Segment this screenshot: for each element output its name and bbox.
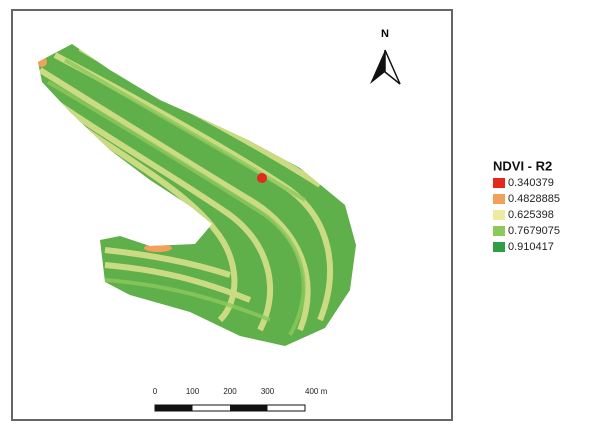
legend-swatch — [493, 226, 505, 236]
legend-label: 0.7679075 — [508, 225, 560, 237]
legend: NDVI - R2 0.340379 0.4828885 0.625398 0.767… — [493, 158, 560, 252]
legend-label: 0.910417 — [508, 241, 554, 253]
legend-swatch — [493, 178, 505, 188]
scale-label: 300 — [261, 387, 275, 396]
legend-title: NDVI - R2 — [493, 158, 552, 173]
legend-label: 0.625398 — [508, 209, 554, 221]
map-figure: N 0 100 200 300 400 m NDVI - R2 0.340379 0.48… — [0, 0, 592, 421]
north-label: N — [381, 28, 389, 40]
legend-swatch — [493, 194, 505, 204]
scale-label: 0 — [153, 387, 158, 396]
scale-label: 400 m — [305, 387, 328, 396]
scale-label: 100 — [186, 387, 200, 396]
legend-label: 0.340379 — [508, 177, 554, 189]
legend-swatch — [493, 242, 505, 252]
scale-label: 200 — [223, 387, 237, 396]
legend-swatch — [493, 210, 505, 220]
legend-label: 0.4828885 — [508, 193, 560, 205]
